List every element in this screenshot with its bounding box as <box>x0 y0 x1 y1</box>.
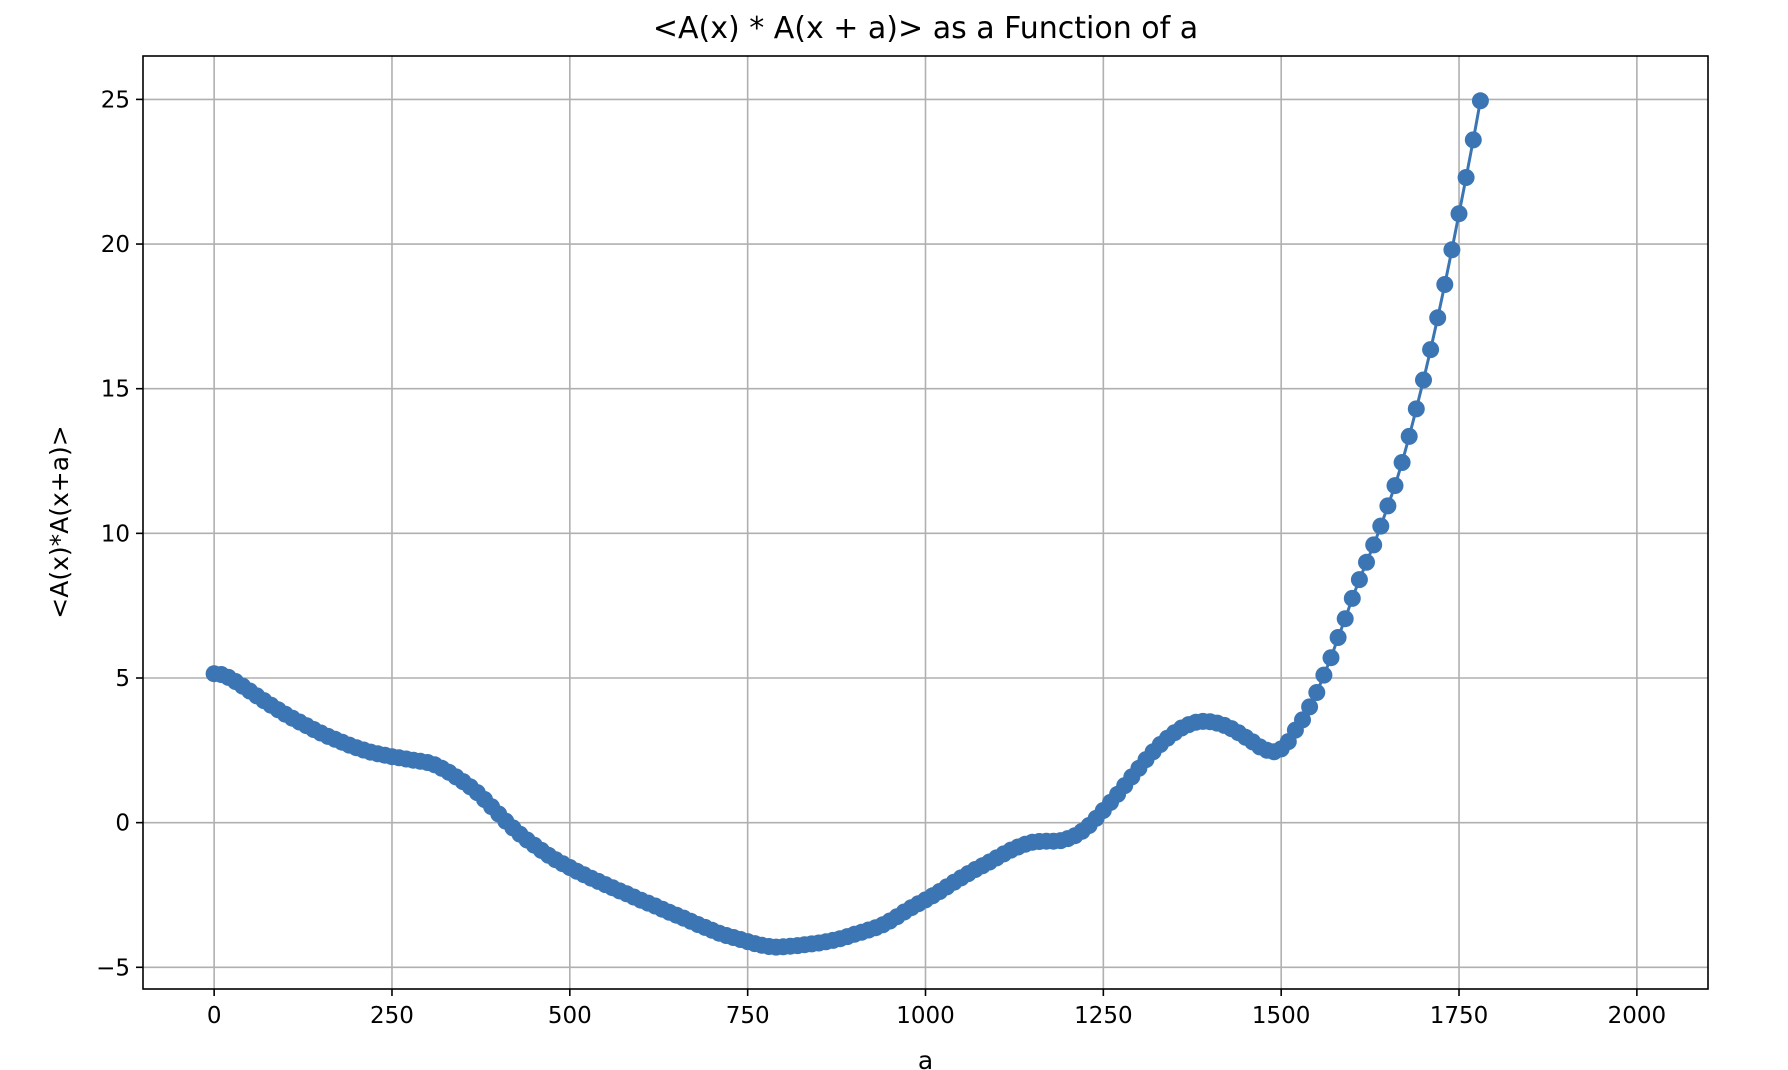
x-tick-label: 500 <box>548 1003 592 1029</box>
data-point <box>1386 477 1404 495</box>
y-tick-label: 25 <box>101 87 130 113</box>
data-point <box>1329 629 1347 646</box>
x-tick-label: 2000 <box>1608 1003 1667 1029</box>
x-tick-label: 1000 <box>896 1003 955 1029</box>
data-point <box>1372 517 1390 535</box>
chart-title: <A(x) * A(x + a)> as a Function of a <box>653 11 1198 46</box>
x-tick-label: 750 <box>726 1003 770 1029</box>
data-point <box>1457 169 1475 186</box>
data-point <box>1415 371 1432 389</box>
y-tick-label: 20 <box>101 232 130 258</box>
x-axis-label: a <box>918 1046 933 1070</box>
data-point <box>1358 553 1375 571</box>
data-point <box>1336 610 1354 628</box>
data-point <box>1450 205 1468 223</box>
y-tick-label: 15 <box>101 377 130 403</box>
data-point <box>1429 309 1447 327</box>
x-tick-label: 1500 <box>1252 1003 1311 1029</box>
data-series <box>205 92 1489 956</box>
data-point <box>1315 666 1333 684</box>
y-axis-label: <A(x)*A(x+a)> <box>45 425 74 618</box>
data-point <box>1350 571 1368 589</box>
data-point <box>1393 454 1411 471</box>
x-tick-label: 1250 <box>1074 1003 1133 1029</box>
y-tick-label: 0 <box>115 811 130 837</box>
data-point <box>1436 276 1454 293</box>
data-point <box>1379 497 1397 515</box>
x-tick-label: 0 <box>207 1003 222 1029</box>
data-point <box>1308 684 1326 701</box>
data-point <box>1294 711 1311 729</box>
x-tick-label: 250 <box>370 1003 414 1029</box>
axis-ticks: 0 250 500 750 1000 1250 1500 1750 2000 −5 0 5 10 15 20… <box>96 87 1666 1029</box>
data-point <box>1471 92 1489 110</box>
data-point <box>1464 131 1482 149</box>
y-tick-label: 10 <box>101 521 130 547</box>
x-tick-label: 1750 <box>1430 1003 1489 1029</box>
data-point <box>1422 341 1440 359</box>
data-point <box>1407 400 1425 418</box>
data-point <box>1343 589 1361 607</box>
data-point <box>1365 536 1383 554</box>
data-point <box>1400 427 1418 445</box>
y-tick-label: −5 <box>96 955 130 981</box>
data-point <box>1301 698 1319 716</box>
data-point <box>1443 241 1461 259</box>
data-point <box>1322 649 1340 667</box>
y-tick-label: 5 <box>115 666 130 692</box>
